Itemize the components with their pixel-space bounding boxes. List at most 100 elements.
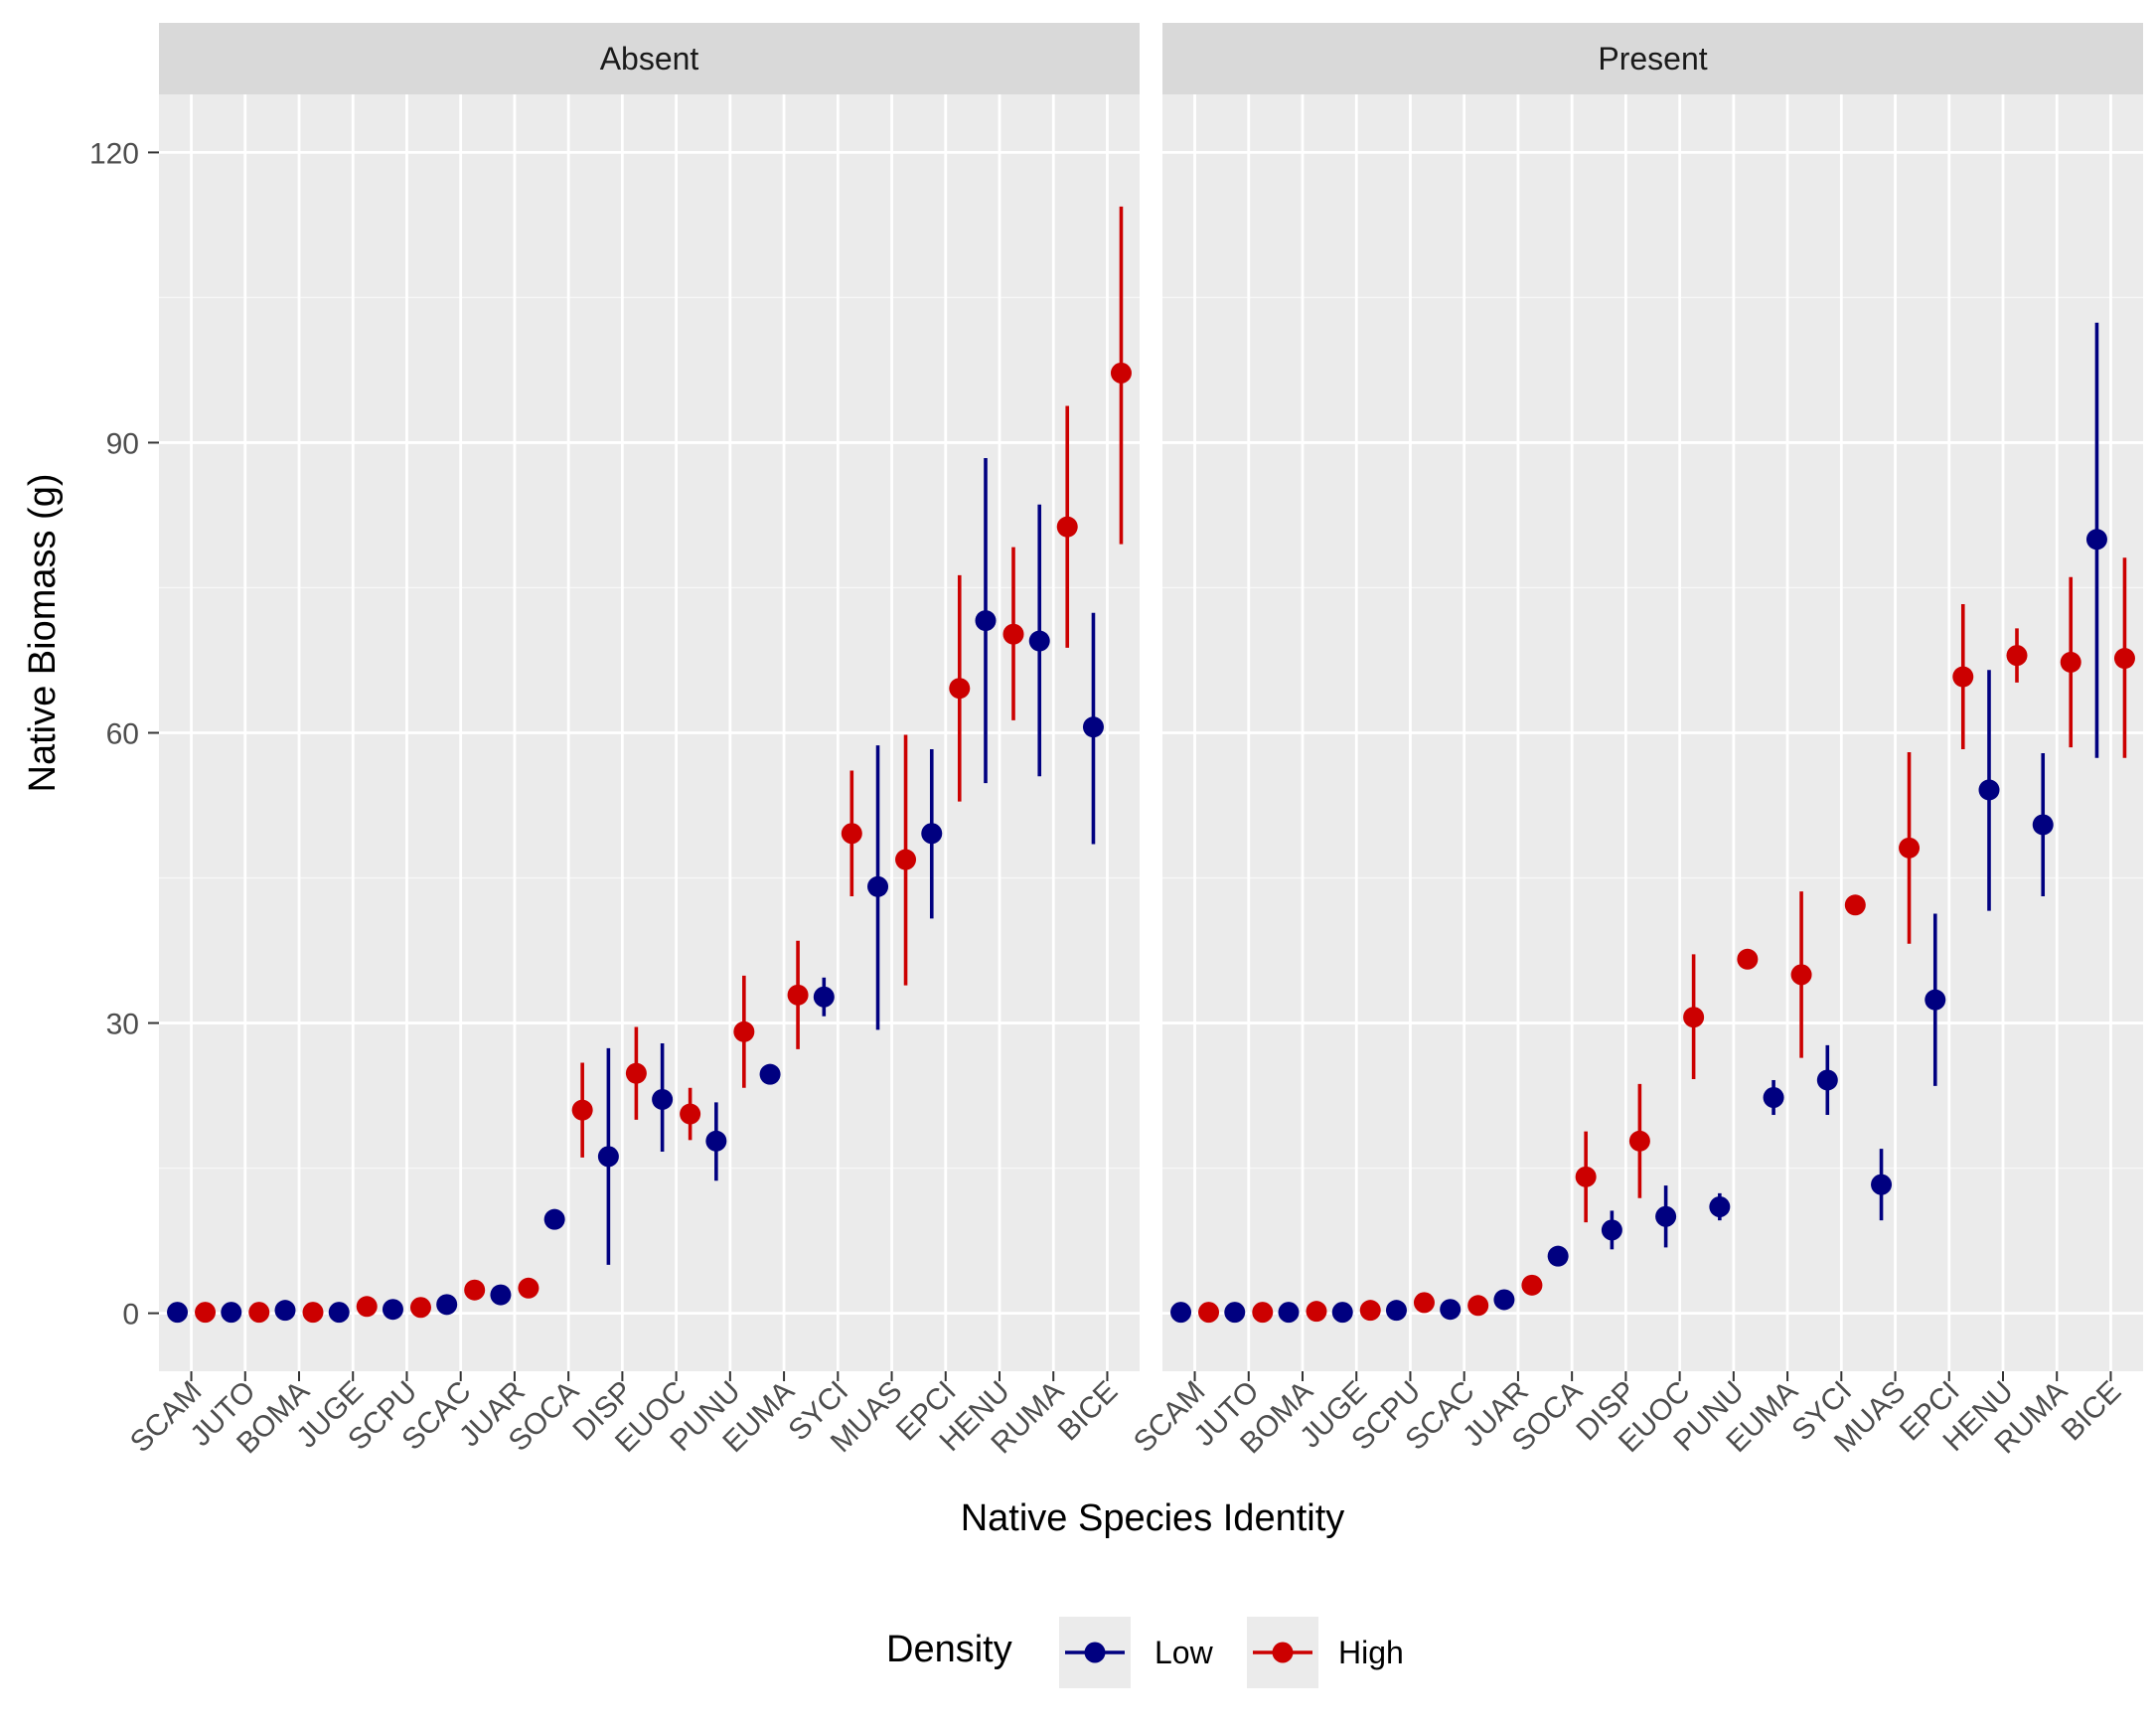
data-point — [1331, 1302, 1353, 1324]
data-point — [1278, 1302, 1300, 1324]
data-point — [1790, 964, 1812, 986]
series-low — [167, 458, 1104, 1324]
data-point — [2006, 645, 2028, 667]
data-point — [1925, 989, 1946, 1011]
x-tick-label: BICE — [1052, 1375, 1125, 1448]
legend-label-high: High — [1338, 1635, 1404, 1670]
data-point — [1655, 1205, 1677, 1227]
data-point — [328, 1302, 350, 1324]
data-point — [1359, 1300, 1381, 1322]
data-point — [1816, 1069, 1838, 1091]
data-point — [464, 1279, 486, 1301]
data-point — [518, 1277, 539, 1299]
data-point — [490, 1284, 512, 1306]
data-point — [543, 1208, 565, 1230]
data-point — [221, 1302, 242, 1324]
data-point — [1763, 1087, 1784, 1109]
legend: Density Low High — [886, 1617, 1404, 1688]
data-point — [436, 1294, 458, 1316]
data-point — [1110, 362, 1132, 384]
data-point — [1871, 1174, 1893, 1195]
y-axis-title: Native Biomass (g) — [22, 474, 64, 793]
y-tick-label: 0 — [122, 1299, 139, 1332]
data-point — [841, 823, 862, 845]
data-point — [1844, 894, 1866, 916]
data-point — [1952, 666, 1974, 688]
data-point — [2032, 814, 2054, 836]
panel-present: PresentSCAMJUTOBOMAJUGESCPUSCACJUARSOCAD… — [1128, 23, 2143, 1460]
y-tick-label: 120 — [89, 137, 139, 170]
series-high — [1198, 557, 2135, 1324]
facet-strip-label: Absent — [600, 41, 699, 77]
y-axis: 0 30 60 90 120 — [89, 137, 159, 1332]
data-point — [1493, 1289, 1515, 1311]
data-point — [895, 849, 917, 870]
data-point — [1252, 1302, 1274, 1324]
data-point — [356, 1296, 378, 1318]
data-point — [382, 1299, 403, 1321]
data-point — [1601, 1219, 1622, 1241]
data-point — [1306, 1301, 1327, 1323]
data-point — [949, 678, 971, 700]
data-point — [1198, 1302, 1220, 1324]
data-point — [1737, 948, 1759, 970]
legend-key-point — [1084, 1642, 1106, 1663]
legend-title: Density — [886, 1629, 1012, 1670]
series-low — [1170, 322, 2107, 1324]
facet-strip — [159, 23, 1140, 94]
data-point — [409, 1297, 431, 1319]
data-point — [1056, 516, 1078, 538]
data-point — [1575, 1166, 1597, 1187]
series-high — [195, 206, 1132, 1324]
legend-key-point — [1272, 1642, 1294, 1663]
data-point — [167, 1302, 189, 1324]
data-point — [1628, 1130, 1650, 1152]
data-point — [2085, 529, 2107, 550]
y-tick-label: 30 — [106, 1009, 139, 1041]
data-point — [867, 875, 889, 897]
data-point — [1413, 1292, 1435, 1314]
data-point — [652, 1088, 674, 1110]
data-point — [1028, 630, 1050, 652]
x-tick-label: BICE — [2056, 1375, 2128, 1448]
data-point — [975, 610, 997, 632]
data-point — [195, 1302, 217, 1324]
data-point — [921, 823, 943, 845]
data-point — [813, 986, 835, 1008]
data-point — [625, 1062, 647, 1084]
data-point — [1978, 779, 2000, 801]
data-point — [1440, 1299, 1462, 1321]
data-point — [1683, 1007, 1705, 1028]
data-point — [1002, 623, 1024, 645]
data-point — [302, 1302, 324, 1324]
data-point — [597, 1146, 619, 1168]
x-axis-title: Native Species Identity — [961, 1497, 1345, 1539]
data-point — [248, 1302, 270, 1324]
facet-panels: AbsentSCAMJUTOBOMAJUGESCPUSCACJUARSOCADI… — [124, 23, 2143, 1460]
legend-label-low: Low — [1155, 1635, 1214, 1670]
data-point — [2113, 648, 2135, 670]
data-point — [787, 984, 809, 1006]
data-point — [705, 1130, 727, 1152]
data-point — [274, 1300, 296, 1322]
data-point — [1547, 1245, 1569, 1267]
data-point — [2060, 651, 2081, 673]
data-point — [1709, 1196, 1731, 1218]
data-point — [1224, 1302, 1246, 1324]
facet-strip — [1162, 23, 2143, 94]
data-point — [1899, 837, 1921, 859]
facet-strip-label: Present — [1598, 41, 1707, 77]
data-point — [571, 1099, 593, 1121]
y-tick-label: 60 — [106, 718, 139, 751]
data-point — [1521, 1274, 1543, 1296]
data-point — [1467, 1295, 1489, 1317]
data-point — [733, 1020, 755, 1042]
data-point — [1385, 1300, 1407, 1322]
data-point — [1170, 1302, 1192, 1324]
data-point — [759, 1063, 781, 1085]
data-point — [680, 1103, 701, 1125]
panel-absent: AbsentSCAMJUTOBOMAJUGESCPUSCACJUARSOCADI… — [124, 23, 1140, 1460]
data-point — [1082, 716, 1104, 738]
y-tick-label: 90 — [106, 427, 139, 460]
